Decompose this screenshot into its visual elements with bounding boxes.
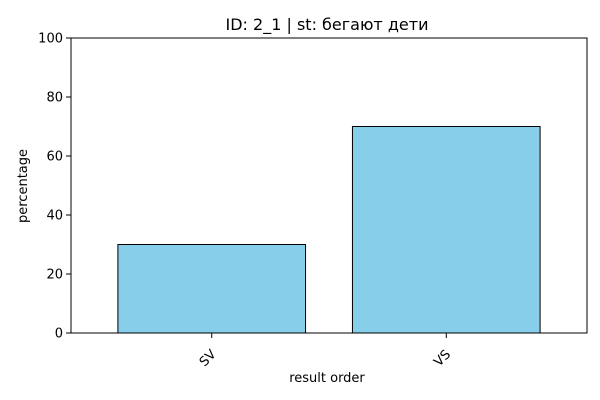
y-tick-label: 40 <box>46 209 63 224</box>
bars-group <box>117 126 541 334</box>
y-axis-label: percentage <box>16 149 31 223</box>
y-tick-label: 80 <box>46 91 63 106</box>
y-tick-label: 20 <box>46 268 63 283</box>
y-tick-label: 100 <box>38 32 63 47</box>
x-axis-ticks: SV VS <box>197 333 454 370</box>
y-axis-ticks: 0 20 40 60 80 100 <box>38 32 71 342</box>
x-tick-label-sv: SV <box>197 347 220 370</box>
y-tick-label: 0 <box>55 327 63 342</box>
y-tick-label: 60 <box>46 150 63 165</box>
x-tick-label-vs: VS <box>431 347 454 370</box>
chart-title: ID: 2_1 | st: бегают дети <box>226 15 429 35</box>
bar-vs <box>351 126 541 334</box>
bar-sv <box>117 244 307 334</box>
x-axis-label: result order <box>289 371 365 386</box>
plot-frame <box>70 37 588 334</box>
